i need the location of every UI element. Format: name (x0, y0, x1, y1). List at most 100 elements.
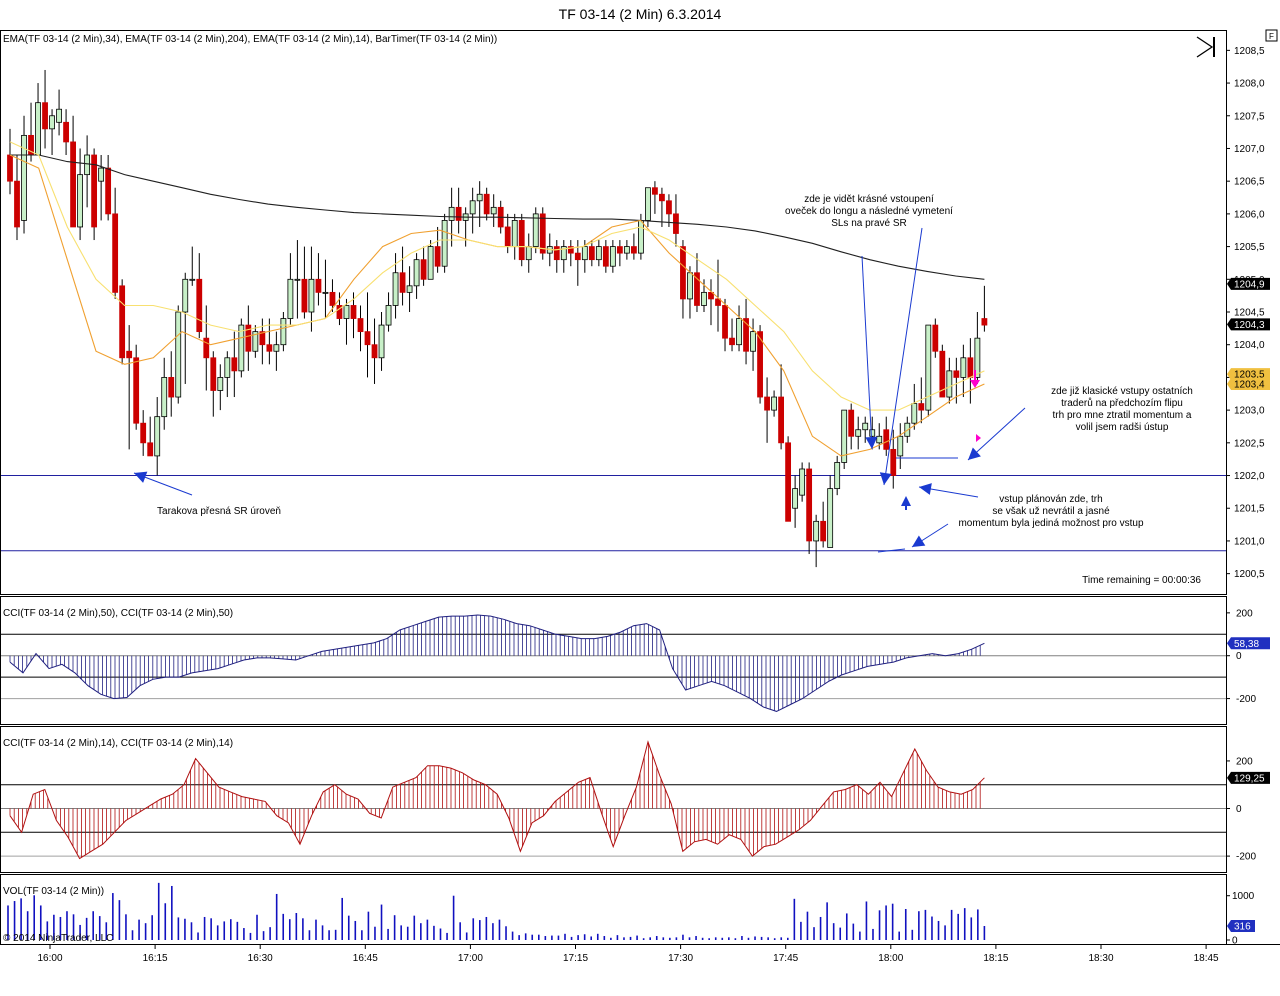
classic-entries-arrow-head (968, 447, 981, 460)
candle-body (581, 246, 588, 261)
cci14-value-badge: 129,25 (1227, 771, 1270, 784)
xtick-label: 18:15 (983, 953, 1008, 964)
candle (953, 357, 960, 404)
exit-marker-small-icon (976, 434, 981, 442)
candle (715, 259, 721, 332)
xtick-label: 18:45 (1194, 953, 1219, 964)
annotation-sr-level-line-1: Tarakova přesná SR úroveň (157, 506, 281, 517)
xtick-label: 17:45 (773, 953, 798, 964)
candle (694, 253, 700, 312)
xtick-label: 16:45 (353, 953, 378, 964)
candle (455, 187, 462, 234)
candle-body (820, 520, 827, 542)
candle-body (364, 331, 371, 346)
candle-body (42, 102, 48, 130)
candle (42, 69, 48, 149)
candle-body (799, 468, 806, 496)
candle-body (511, 220, 518, 247)
candle (413, 253, 420, 299)
annotation-sheep-entry-line-3: SLs na pravé SR (831, 218, 907, 229)
candle-body (687, 272, 693, 300)
candle-body (645, 187, 651, 221)
candle (147, 416, 154, 457)
candle (476, 181, 483, 227)
candle-body (245, 324, 252, 352)
cci50-panel-label: CCI(TF 03-14 (2 Min),50), CCI(TF 03-14 (… (3, 608, 233, 619)
candle-body (483, 193, 490, 215)
candle-body (588, 246, 595, 261)
candle-body (224, 357, 231, 378)
candle-body (266, 344, 273, 352)
candle-body (392, 272, 399, 306)
price-ytick-label: 1207,5 (1234, 111, 1265, 122)
price-badge: 1203,4 (1227, 377, 1270, 390)
candle-body (98, 167, 105, 182)
candle (133, 344, 140, 430)
cci14-value-badge-shape (1227, 771, 1270, 784)
candle (785, 436, 792, 522)
price-ytick-label: 1202,5 (1234, 438, 1265, 449)
candle-body (308, 278, 315, 313)
candle-body (771, 396, 777, 411)
corner-button[interactable] (1265, 29, 1278, 42)
candle-body (834, 462, 841, 490)
volume-ytick-label: 0 (1232, 936, 1238, 947)
candle-body (287, 278, 294, 319)
cci14-line (9, 740, 985, 860)
candle-body (455, 206, 462, 221)
candle (848, 403, 855, 450)
xtick-label: 16:00 (37, 953, 62, 964)
candle (560, 240, 567, 273)
candle-body (595, 246, 602, 261)
candle (161, 357, 168, 430)
candle (820, 501, 827, 548)
volume-value-badge-shape (1227, 920, 1255, 933)
candle-body (553, 246, 560, 261)
annotation-classic-entries-line-3: trh pro mne ztratil momentum a (1053, 410, 1192, 421)
candle (105, 155, 112, 221)
xtick-label: 18:00 (878, 953, 903, 964)
volume-ytick-label: 1000 (1232, 891, 1255, 902)
candle-body (119, 285, 126, 359)
candle (925, 324, 932, 417)
candle-body (336, 305, 343, 319)
candle (532, 207, 539, 254)
candle (911, 383, 918, 430)
volume-value-badge: 316 (1227, 920, 1255, 933)
candle (182, 272, 189, 384)
candle (126, 325, 133, 450)
entry-underline (877, 548, 906, 553)
candle (441, 213, 448, 273)
candle (743, 298, 749, 365)
candle-body (21, 134, 27, 221)
candle (673, 194, 679, 247)
candle (287, 253, 294, 326)
candle-body (827, 488, 834, 548)
candle-body (623, 246, 630, 254)
candle-body (406, 285, 413, 293)
price-badge-shape (1227, 368, 1270, 381)
candle-body (259, 331, 266, 346)
candle (434, 226, 441, 273)
candle-body (932, 324, 939, 352)
candle (217, 364, 224, 411)
price-panel-label: EMA(TF 03-14 (2 Min),34), EMA(TF 03-14 (… (3, 34, 497, 45)
candle-body (371, 344, 378, 359)
candle-body (567, 246, 574, 254)
price-ytick-label: 1207,0 (1234, 144, 1265, 155)
candle (918, 377, 925, 424)
candle-body (525, 246, 532, 261)
candle (588, 240, 595, 267)
skip-to-end-icon[interactable] (1196, 36, 1215, 58)
candle (778, 364, 784, 450)
candle-body (7, 154, 13, 182)
candle-body (35, 102, 41, 156)
candle (350, 292, 357, 339)
candle (294, 240, 301, 319)
candle (329, 279, 336, 312)
candle (371, 318, 378, 384)
candle-body (953, 370, 960, 378)
candle-body (105, 167, 112, 215)
candle-body (609, 246, 616, 267)
